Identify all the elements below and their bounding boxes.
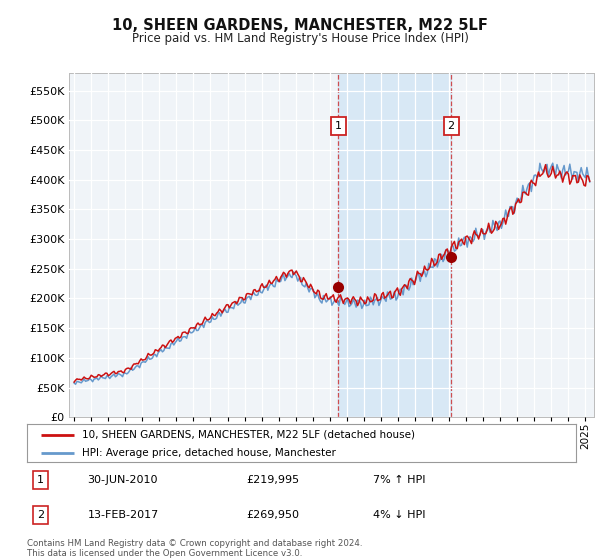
Text: 1: 1 xyxy=(335,122,342,131)
Bar xyxy=(338,73,451,417)
Text: 2: 2 xyxy=(448,122,455,131)
Text: 30-JUN-2010: 30-JUN-2010 xyxy=(88,475,158,484)
Text: 2: 2 xyxy=(37,510,44,520)
Text: 13-FEB-2017: 13-FEB-2017 xyxy=(88,510,158,520)
Text: 10, SHEEN GARDENS, MANCHESTER, M22 5LF: 10, SHEEN GARDENS, MANCHESTER, M22 5LF xyxy=(112,18,488,33)
Text: HPI: Average price, detached house, Manchester: HPI: Average price, detached house, Manc… xyxy=(82,448,336,458)
Text: 1: 1 xyxy=(37,475,44,484)
Text: £269,950: £269,950 xyxy=(247,510,299,520)
Text: Price paid vs. HM Land Registry's House Price Index (HPI): Price paid vs. HM Land Registry's House … xyxy=(131,32,469,45)
Text: £219,995: £219,995 xyxy=(247,475,300,484)
Text: 7% ↑ HPI: 7% ↑ HPI xyxy=(373,475,425,484)
Text: 4% ↓ HPI: 4% ↓ HPI xyxy=(373,510,425,520)
Text: 10, SHEEN GARDENS, MANCHESTER, M22 5LF (detached house): 10, SHEEN GARDENS, MANCHESTER, M22 5LF (… xyxy=(82,430,415,440)
Text: Contains HM Land Registry data © Crown copyright and database right 2024.
This d: Contains HM Land Registry data © Crown c… xyxy=(27,539,362,558)
